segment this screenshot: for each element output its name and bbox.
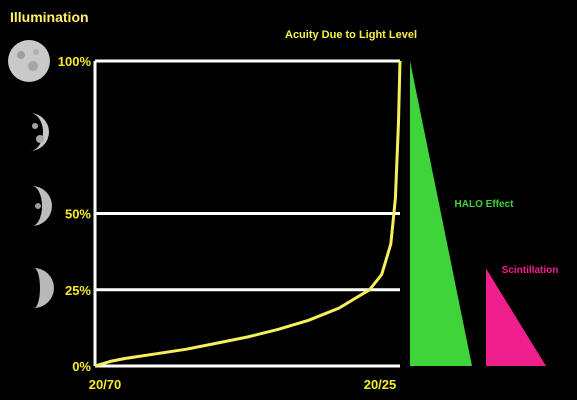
scintillation-triangle	[486, 268, 546, 366]
halo-effect-triangle	[410, 61, 472, 366]
y-tick-label: 25%	[65, 283, 91, 298]
halo-effect-label: HALO Effect	[455, 199, 515, 210]
illumination-title: Illumination	[10, 9, 89, 25]
y-axis-tick-labels: 0% 25% 50% 100%	[58, 54, 92, 374]
full-moon-icon	[8, 40, 50, 82]
y-tick-label: 0%	[72, 359, 91, 374]
acuity-curve	[94, 60, 402, 368]
y-tick-label: 100%	[58, 54, 92, 69]
x-tick-label: 20/70	[89, 377, 122, 392]
series-layer	[94, 60, 402, 368]
chart-title: Acuity Due to Light Level	[285, 29, 417, 41]
gridlines	[93, 59, 400, 368]
y-tick-label: 50%	[65, 207, 91, 222]
crescent-moon-icon	[34, 268, 54, 308]
gibbous-moon-icon	[30, 113, 49, 151]
scintillation-label: Scintillation	[502, 265, 559, 276]
half-moon-icon	[32, 186, 52, 226]
annotation-layer: HALO Effect Scintillation	[410, 61, 558, 366]
x-tick-label: 20/25	[364, 377, 397, 392]
x-axis-tick-labels: 20/70 20/25	[89, 377, 397, 392]
